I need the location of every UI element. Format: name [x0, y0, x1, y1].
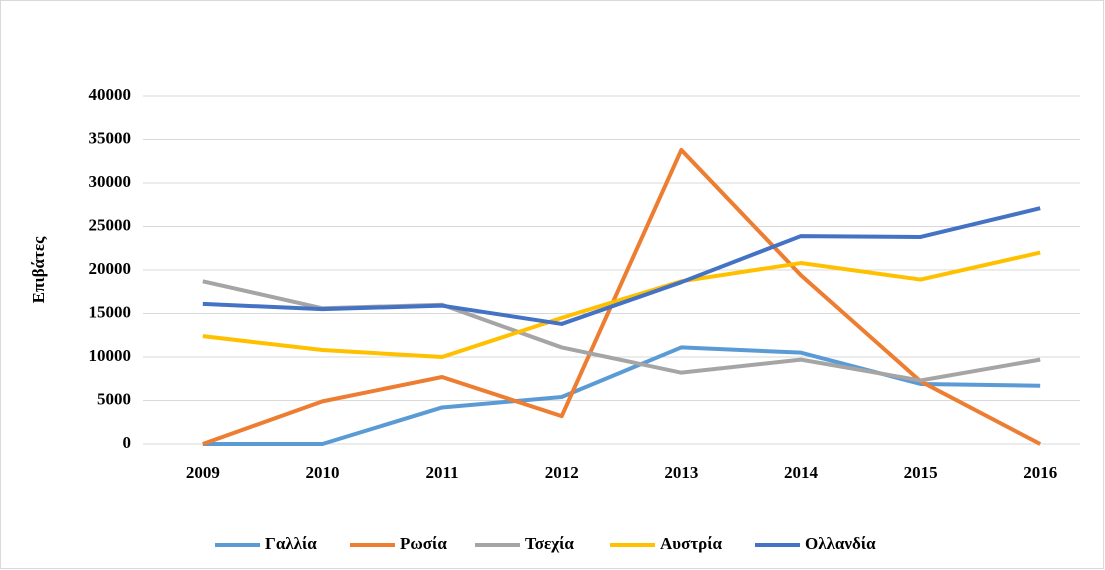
y-tick-label: 25000 — [89, 215, 132, 234]
y-tick-label: 10000 — [89, 346, 132, 365]
y-tick-label: 5000 — [97, 389, 131, 408]
x-tick-label: 2011 — [426, 463, 459, 482]
y-tick-label: 35000 — [89, 128, 132, 147]
legend-label: Γαλλία — [265, 534, 317, 553]
y-axis-label: Επιβάτες — [29, 236, 48, 303]
line-series — [202, 250, 1041, 359]
legend-label: Ολλανδία — [805, 534, 876, 553]
x-tick-label: 2013 — [664, 463, 698, 482]
x-tick-label: 2010 — [305, 463, 339, 482]
x-tick-label: 2012 — [545, 463, 579, 482]
line-series — [202, 147, 1042, 446]
x-tick-label: 2015 — [904, 463, 938, 482]
x-tick-label: 2014 — [784, 463, 819, 482]
legend-label: Τσεχία — [525, 534, 574, 553]
y-tick-label: 15000 — [89, 302, 132, 321]
legend-label: Ρωσία — [400, 534, 447, 553]
line-series — [202, 206, 1041, 326]
x-tick-label: 2009 — [186, 463, 220, 482]
x-tick-label: 2016 — [1023, 463, 1057, 482]
y-tick-label: 20000 — [89, 259, 132, 278]
y-tick-label: 30000 — [89, 172, 132, 191]
y-tick-label: 0 — [123, 433, 132, 452]
legend-label: Αυστρία — [660, 534, 723, 553]
y-tick-label: 40000 — [89, 85, 132, 104]
